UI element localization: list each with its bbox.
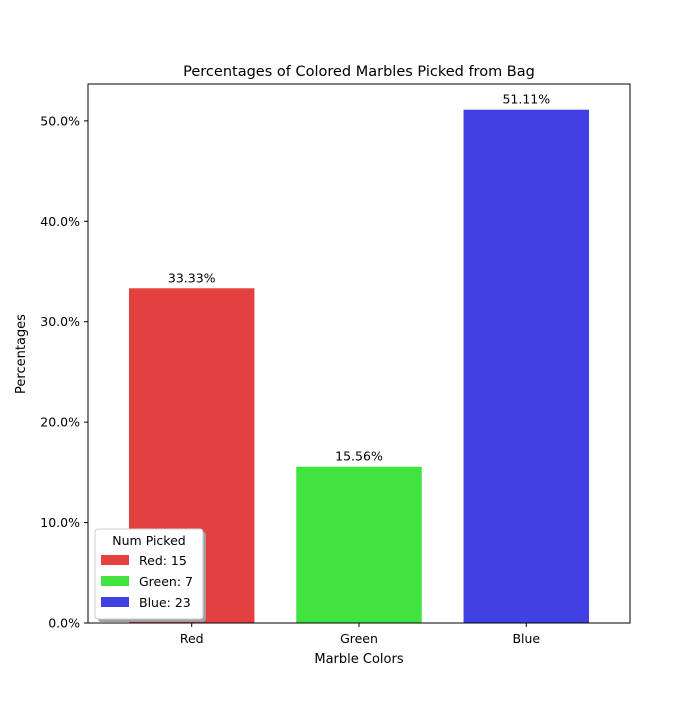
x-tick-label-blue: Blue (512, 631, 540, 646)
x-axis-label: Marble Colors (314, 652, 403, 667)
bar-label-blue: 51.11% (502, 92, 550, 107)
bars-group (128, 109, 590, 623)
y-tick-label: 20.0% (40, 415, 80, 430)
y-tick-label: 50.0% (40, 113, 80, 128)
bar-label-red: 33.33% (168, 270, 216, 285)
y-tick-label: 30.0% (40, 314, 80, 329)
legend-entry-red: Red: 15 (139, 553, 187, 568)
bar-label-green: 15.56% (335, 449, 383, 464)
legend-swatch-red (101, 555, 129, 565)
legend-box (94, 528, 204, 620)
legend: Num Picked Red: 15 Green: 7 Blue: 23 (94, 528, 206, 622)
y-axis-ticks: 0.0% 10.0% 20.0% 30.0% 40.0% 50.0% (40, 113, 88, 631)
legend-entry-blue: Blue: 23 (139, 595, 191, 610)
bar-data-labels: 33.33% 15.56% 51.11% (168, 92, 550, 464)
y-axis-label: Percentages (14, 314, 29, 394)
legend-entry-green: Green: 7 (139, 574, 193, 589)
x-axis-ticks: Red Green Blue (180, 623, 540, 646)
legend-swatch-blue (101, 597, 129, 607)
x-tick-label-red: Red (180, 631, 204, 646)
legend-swatch-green (101, 576, 129, 586)
legend-entries: Red: 15 Green: 7 Blue: 23 (101, 553, 193, 610)
bar-blue (463, 109, 590, 623)
y-tick-label: 0.0% (48, 616, 80, 631)
chart-title: Percentages of Colored Marbles Picked fr… (183, 64, 535, 80)
x-tick-label-green: Green (340, 631, 378, 646)
y-tick-label: 10.0% (40, 515, 80, 530)
legend-title: Num Picked (112, 533, 185, 548)
y-tick-label: 40.0% (40, 214, 80, 229)
bar-green (296, 466, 422, 623)
plot-frame (87, 83, 631, 624)
